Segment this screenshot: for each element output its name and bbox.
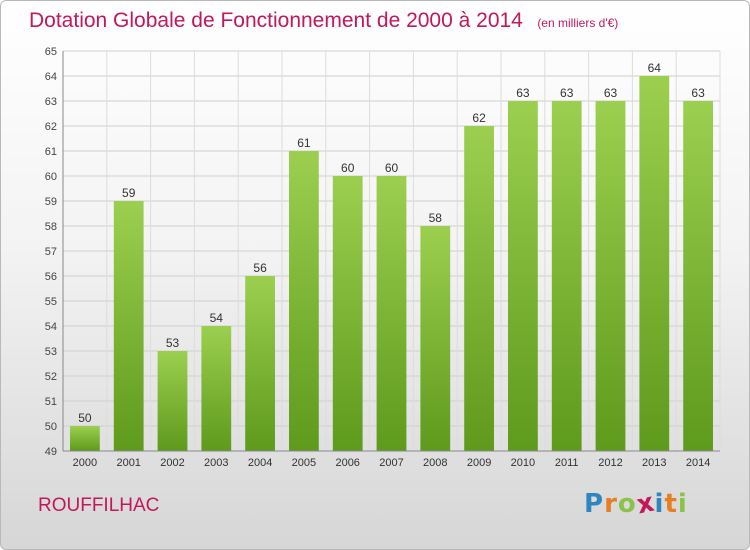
y-tick-label: 56 — [45, 271, 57, 283]
y-tick-label: 62 — [45, 121, 57, 133]
bars — [70, 76, 713, 451]
bar — [332, 176, 363, 451]
data-label: 64 — [648, 61, 662, 75]
commune-name: ROUFFILHAC — [38, 495, 160, 516]
data-label: 63 — [604, 86, 618, 100]
axes: 49 50 51 52 53 54 55 56 57 58 59 60 61 62 63 64 65 2000 20… — [45, 46, 720, 469]
y-tick-label: 65 — [45, 46, 57, 58]
bar — [420, 226, 451, 451]
proxiti-logo[interactable]: Proxiti — [584, 487, 688, 520]
data-label: 63 — [691, 86, 705, 100]
logo-letter: P — [584, 489, 605, 519]
y-tick-label: 49 — [45, 446, 57, 458]
chart-title-unit: (en milliers d'€) — [537, 16, 619, 30]
x-tick-label: 2004 — [248, 457, 272, 469]
bar — [376, 176, 407, 451]
chart-title-main: Dotation Globale de Fonctionnement de 20… — [29, 9, 523, 32]
y-tick-label: 61 — [45, 146, 57, 158]
x-tick-label: 2001 — [116, 457, 140, 469]
x-tick-label: 2002 — [160, 457, 184, 469]
data-label: 58 — [429, 211, 443, 225]
data-label: 60 — [341, 161, 355, 175]
bar — [201, 326, 232, 451]
data-labels: 50 59 53 54 56 61 60 60 58 62 63 63 63 64 63 — [78, 61, 705, 425]
bar — [551, 101, 582, 451]
data-label: 56 — [253, 261, 267, 275]
y-tick-label: 51 — [45, 396, 57, 408]
y-tick-label: 54 — [45, 321, 57, 333]
x-tick-label: 2005 — [292, 457, 316, 469]
y-tick-label: 60 — [45, 171, 57, 183]
y-tick-label: 50 — [45, 421, 57, 433]
data-label: 63 — [516, 86, 530, 100]
chart-title: Dotation Globale de Fonctionnement de 20… — [29, 9, 618, 33]
x-tick-label: 2011 — [555, 457, 579, 469]
x-tick-label: 2009 — [467, 457, 491, 469]
bar — [289, 151, 319, 451]
data-label: 61 — [297, 136, 311, 150]
logo-letter: i — [654, 489, 665, 519]
x-tick-label: 2003 — [204, 457, 228, 469]
bar — [245, 276, 275, 451]
bar — [70, 426, 100, 451]
y-tick-label: 59 — [45, 196, 57, 208]
bar — [683, 101, 713, 451]
data-label: 54 — [210, 311, 224, 325]
bar — [464, 126, 494, 451]
logo-letter: t — [664, 489, 678, 519]
y-tick-label: 64 — [45, 71, 57, 83]
logo-letter: o — [617, 489, 637, 519]
y-tick-label: 53 — [45, 346, 57, 358]
y-tick-label: 57 — [45, 246, 57, 258]
x-tick-label: 2006 — [335, 457, 359, 469]
logo-letter: i — [677, 489, 688, 519]
data-label: 50 — [78, 411, 92, 425]
x-tick-label: 2010 — [511, 457, 535, 469]
bar — [113, 201, 144, 451]
y-tick-label: 52 — [45, 371, 57, 383]
bar — [639, 76, 670, 451]
x-tick-label: 2013 — [642, 457, 666, 469]
data-label: 63 — [560, 86, 574, 100]
bar — [595, 101, 626, 451]
bar — [157, 351, 188, 451]
x-tick-label: 2008 — [423, 457, 447, 469]
data-label: 60 — [385, 161, 399, 175]
x-tick-label: 2000 — [73, 457, 97, 469]
x-tick-label: 2014 — [686, 457, 710, 469]
x-tick-label: 2012 — [598, 457, 622, 469]
data-label: 59 — [122, 186, 136, 200]
y-tick-label: 58 — [45, 221, 57, 233]
data-label: 62 — [472, 111, 486, 125]
bar — [508, 101, 538, 451]
y-tick-label: 63 — [45, 96, 57, 108]
x-tick-label: 2007 — [379, 457, 403, 469]
data-label: 53 — [166, 336, 180, 350]
logo-letter: r — [604, 489, 618, 519]
y-tick-label: 55 — [45, 296, 57, 308]
